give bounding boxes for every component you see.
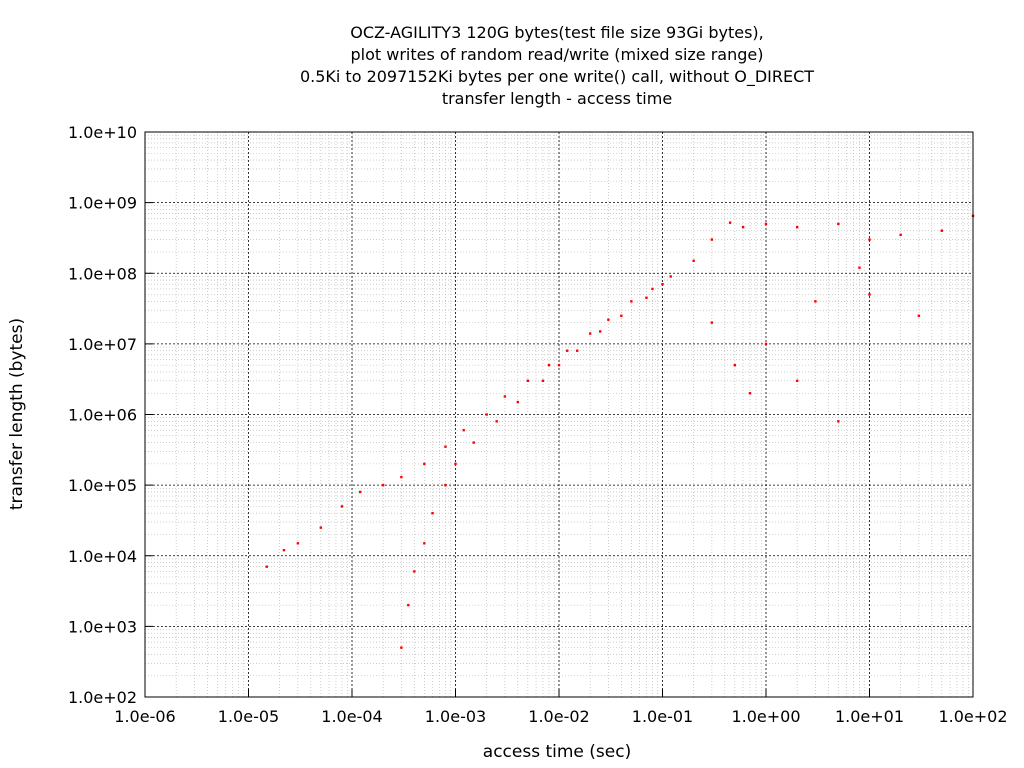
x-tick-label: 1.0e+00 <box>731 707 800 726</box>
scatter-point <box>407 603 410 607</box>
scatter-point <box>423 462 426 466</box>
scatter-point <box>692 259 695 263</box>
scatter-point <box>858 266 861 269</box>
scatter-point <box>565 349 569 352</box>
scatter-point <box>282 548 286 552</box>
scatter-point <box>340 505 344 508</box>
y-tick-label: 1.0e+10 <box>68 123 137 142</box>
scatter-point <box>598 330 602 333</box>
x-axis-label: access time (sec) <box>483 742 631 762</box>
scatter-point <box>444 445 447 448</box>
x-tick-label: 1.0e+02 <box>938 707 1007 726</box>
scatter-point <box>748 392 752 395</box>
x-tick-label: 1.0e-01 <box>632 707 693 726</box>
scatter-point <box>485 413 488 416</box>
title-line-3: 0.5Ki to 2097152Ki bytes per one write()… <box>300 67 814 87</box>
scatter-point <box>630 300 633 303</box>
scatter-point <box>557 363 561 367</box>
scatter-point <box>868 293 871 296</box>
data-points <box>265 214 975 649</box>
scatter-point <box>728 221 732 224</box>
scatter-point <box>710 238 714 241</box>
x-axis-ticks: 1.0e-06 1.0e-05 1.0e-04 1.0e-03 1.0e-02 1.0e-… <box>114 689 1008 726</box>
scatter-point <box>651 287 654 291</box>
scatter-point <box>764 222 768 226</box>
scatter-point <box>444 483 447 487</box>
scatter-point <box>733 363 737 367</box>
scatter-point <box>661 282 664 286</box>
scatter-point <box>503 395 507 398</box>
x-tick-label: 1.0e+01 <box>835 707 904 726</box>
scatter-point <box>837 420 840 423</box>
scatter-point <box>607 318 610 321</box>
scatter-point <box>899 233 902 237</box>
scatter-point <box>764 342 768 346</box>
x-tick-label: 1.0e-04 <box>321 707 382 726</box>
title-line-4: transfer length - access time <box>442 89 672 108</box>
chart-title: OCZ-AGILITY3 120G bytes(test file size 9… <box>300 23 814 108</box>
scatter-point <box>400 475 403 479</box>
scatter-point <box>516 400 520 404</box>
y-axis-ticks: 1.0e+02 1.0e+03 1.0e+04 1.0e+05 1.0e+06 1.0e+… <box>68 123 153 707</box>
scatter-point <box>547 363 551 367</box>
scatter-point <box>645 296 648 299</box>
title-line-2: plot writes of random read/write (mixed … <box>351 45 764 64</box>
scatter-point <box>741 225 745 229</box>
y-tick-label: 1.0e+05 <box>68 476 137 495</box>
scatter-point <box>588 332 592 335</box>
grid-lines <box>144 131 974 698</box>
scatter-point <box>576 349 579 352</box>
scatter-point <box>423 542 426 545</box>
scatter-point <box>358 490 362 494</box>
scatter-point <box>795 225 799 229</box>
x-tick-label: 1.0e-06 <box>114 707 175 726</box>
scatter-point <box>669 275 672 278</box>
scatter-point <box>431 512 434 515</box>
scatter-point <box>472 441 475 444</box>
y-axis-label: transfer length (bytes) <box>7 318 27 510</box>
scatter-point <box>296 542 300 545</box>
y-tick-label: 1.0e+08 <box>68 264 137 283</box>
scatter-point <box>400 646 403 649</box>
scatter-point <box>319 526 323 529</box>
y-tick-label: 1.0e+04 <box>68 547 137 566</box>
scatter-point <box>710 321 714 324</box>
y-tick-label: 1.0e+09 <box>68 194 137 213</box>
scatter-point <box>541 379 545 383</box>
scatter-point <box>462 428 465 432</box>
y-tick-label: 1.0e+07 <box>68 335 137 354</box>
x-tick-label: 1.0e-03 <box>425 707 486 726</box>
scatter-point <box>837 222 840 226</box>
scatter-point <box>814 300 817 303</box>
scatter-point <box>868 238 871 241</box>
title-line-1: OCZ-AGILITY3 120G bytes(test file size 9… <box>350 23 764 42</box>
scatter-point <box>940 229 944 232</box>
scatter-point <box>495 420 498 423</box>
scatter-point <box>620 314 623 317</box>
scatter-point <box>454 462 457 466</box>
scatter-point <box>265 565 268 568</box>
scatter-point <box>413 570 416 573</box>
scatter-point <box>917 314 921 317</box>
y-tick-label: 1.0e+02 <box>68 688 137 707</box>
scatter-point <box>526 379 530 383</box>
scatter-point <box>381 483 385 487</box>
scatter-point <box>795 379 799 383</box>
x-tick-label: 1.0e-05 <box>218 707 279 726</box>
y-tick-label: 1.0e+06 <box>68 406 137 425</box>
x-tick-label: 1.0e-02 <box>528 707 589 726</box>
y-tick-label: 1.0e+03 <box>68 617 137 636</box>
